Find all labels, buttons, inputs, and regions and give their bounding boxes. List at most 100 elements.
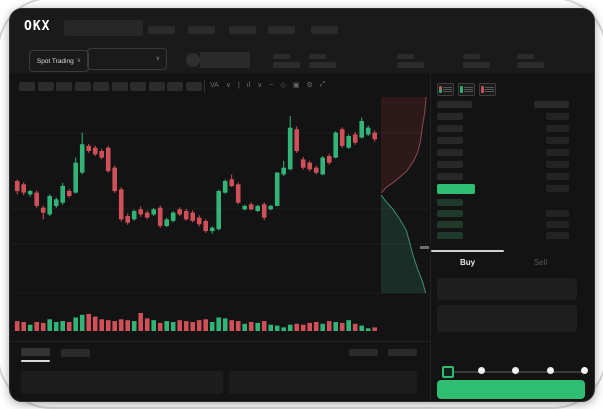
candle <box>281 167 286 175</box>
timeframe-button[interactable] <box>167 82 183 91</box>
timeframe-button[interactable] <box>74 82 91 91</box>
volume-bar <box>313 322 319 331</box>
ask-price-bar[interactable] <box>437 113 463 120</box>
slider-step[interactable] <box>512 367 519 374</box>
line-type-icon[interactable]: ~ <box>269 81 274 89</box>
volume-bar <box>131 321 137 331</box>
depth-bids-area <box>381 195 426 293</box>
stat-label <box>309 54 326 59</box>
chevron-down-icon[interactable]: ∨ <box>257 82 263 89</box>
candle <box>190 212 195 221</box>
timeframe-button[interactable] <box>111 82 128 91</box>
candle <box>170 212 176 221</box>
combined-book-icon[interactable] <box>437 83 454 96</box>
ask-price-bar[interactable] <box>437 149 463 156</box>
draw-icon[interactable]: ◇ <box>280 82 286 89</box>
volume-bar <box>274 325 280 331</box>
footer-action[interactable] <box>388 349 417 356</box>
candle <box>300 159 306 168</box>
volume-bar <box>79 314 85 331</box>
ask-price-bar[interactable] <box>437 161 463 168</box>
toolbar-divider <box>204 80 205 92</box>
timeframe-button[interactable] <box>130 82 146 91</box>
search-bar[interactable] <box>64 20 143 36</box>
market-selector-button[interactable]: Spot Trading ∨ <box>29 50 89 72</box>
nav-item[interactable] <box>148 26 175 34</box>
orders-tab[interactable] <box>61 349 90 357</box>
candle <box>203 221 208 232</box>
candle-style-icon[interactable]: ıl <box>246 81 251 89</box>
indicator-label[interactable]: VA <box>210 81 219 89</box>
coin-avatar[interactable] <box>186 53 200 67</box>
orders-panel <box>229 371 417 394</box>
candle <box>255 205 260 211</box>
volume-bar <box>300 324 306 331</box>
timeframe-button[interactable] <box>148 82 165 91</box>
timeframe-button[interactable] <box>185 82 202 91</box>
slider-handle[interactable] <box>442 366 454 378</box>
bid-amount-bar <box>546 221 569 228</box>
depth-bids-line <box>380 194 427 294</box>
footer-action[interactable] <box>349 349 378 356</box>
candle <box>164 219 169 226</box>
camera-icon[interactable]: ▣ <box>292 82 300 89</box>
candle <box>274 172 280 206</box>
slider-step[interactable] <box>478 367 485 374</box>
amount-input[interactable] <box>437 305 577 332</box>
candle <box>222 181 228 193</box>
orders-tab-active[interactable] <box>21 348 50 356</box>
candle <box>125 216 130 223</box>
bid-amount-bar <box>546 232 569 239</box>
depth-asks-area <box>381 97 427 193</box>
slider-step[interactable] <box>547 367 554 374</box>
timeframe-button[interactable] <box>37 82 54 91</box>
volume-bar <box>346 320 351 331</box>
bid-price-bar[interactable] <box>437 210 463 217</box>
nav-item[interactable] <box>229 26 256 34</box>
ask-price-bar[interactable] <box>437 173 463 180</box>
book-color-bar <box>481 86 484 93</box>
nav-item[interactable] <box>311 26 338 34</box>
book-color-bar <box>439 86 442 93</box>
bid-price-bar[interactable] <box>437 221 463 228</box>
nav-item[interactable] <box>268 26 295 34</box>
volume-bar <box>209 322 215 331</box>
volume-bar <box>372 327 377 331</box>
price-input[interactable] <box>437 278 577 300</box>
volume-bar <box>183 321 189 331</box>
fullscreen-icon[interactable]: ⤢ <box>319 81 326 88</box>
price-chart[interactable] <box>10 93 430 343</box>
bid-price-bar[interactable] <box>437 232 463 239</box>
tab-buy[interactable]: Buy <box>459 257 476 267</box>
okx-logo[interactable]: OKX <box>24 19 51 34</box>
bids-book-icon[interactable] <box>458 83 475 96</box>
ask-price-bar[interactable] <box>437 125 463 132</box>
book-lines <box>443 87 452 92</box>
volume-bar <box>326 321 332 331</box>
slider-step[interactable] <box>581 367 588 374</box>
settings-icon[interactable]: ⚙ <box>306 82 313 89</box>
candle <box>138 209 143 215</box>
candle <box>313 167 319 173</box>
volume-bar <box>27 324 33 331</box>
volume-bar <box>66 322 72 331</box>
bid-price-bar[interactable] <box>437 199 463 206</box>
stat-value <box>397 62 424 68</box>
asks-book-icon[interactable] <box>479 83 496 96</box>
timeframe-button[interactable] <box>19 82 35 91</box>
volume-bar <box>339 322 345 331</box>
buy-submit-button[interactable] <box>437 380 585 399</box>
ask-price-bar[interactable] <box>437 137 463 144</box>
chevron-down-icon[interactable]: ∨ <box>225 82 231 89</box>
book-lines <box>485 87 494 92</box>
nav-item[interactable] <box>188 26 215 34</box>
timeframe-button[interactable] <box>56 82 72 91</box>
timeframe-button[interactable] <box>93 82 109 91</box>
ask-amount-bar <box>546 161 569 168</box>
volume-bar <box>99 319 104 331</box>
tab-sell[interactable]: Sell <box>533 257 548 267</box>
pair-selector-dropdown[interactable]: ∨ <box>87 48 167 70</box>
volume-bar <box>138 313 143 331</box>
candle <box>40 207 46 213</box>
volume-bar <box>53 322 59 331</box>
